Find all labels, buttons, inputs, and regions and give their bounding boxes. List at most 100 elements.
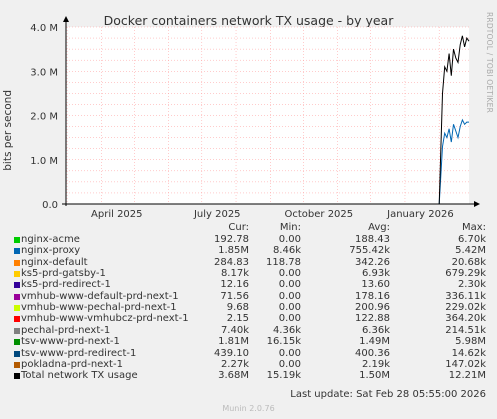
series-line-nginx-proxy: [430, 118, 469, 205]
legend-min-value: 0.00: [278, 234, 301, 245]
legend-series-name: nginx-acme: [21, 234, 80, 245]
legend-min-value: 118.78: [266, 256, 301, 268]
legend-avg-value: 342.26: [355, 256, 390, 268]
legend-swatch: [14, 361, 20, 368]
legend-max-value: 679.29k: [445, 268, 486, 280]
legend-series-name: vmhub-www-vmhubcz-prd-next-1: [21, 313, 189, 325]
legend-max-value: 6.70k: [457, 234, 486, 245]
legend-avg-value: 178.16: [355, 290, 390, 302]
legend-max-value: 214.51k: [445, 324, 486, 336]
legend-avg-value: 6.93k: [361, 268, 390, 280]
series-lines: [430, 35, 470, 205]
legend-row: nginx-proxy 1.85M 8.46k 755.42k 5.42M: [0, 245, 497, 256]
x-tick-label: January 2026: [386, 209, 454, 220]
legend-swatch: [14, 248, 20, 255]
legend-swatch: [14, 237, 20, 243]
y-tick-label: 3.0 M: [30, 67, 58, 78]
legend-row: pokladna-prd-next-1 2.27k 0.00 2.19k 147.02k: [0, 359, 497, 370]
legend-avg-value: 400.36: [355, 347, 390, 359]
legend-min-value: 8.46k: [272, 245, 301, 257]
legend-cur-value: 9.68: [226, 302, 249, 314]
legend-max-value: 2.30k: [457, 279, 486, 291]
legend-avg-value: 122.88: [355, 313, 390, 325]
x-tick-labels: April 2025 July 2025 October 2025 January 2…: [91, 209, 454, 220]
legend-cur-value: 1.81M: [218, 336, 249, 348]
legend-swatch: [14, 259, 20, 266]
legend-row: tsv-www-prd-redirect-1 439.10 0.00 400.36 14…: [0, 348, 497, 359]
legend-avg-value: 200.96: [355, 302, 390, 314]
legend-series-name: Total network TX usage: [21, 370, 138, 382]
rrdtool-credit: RRDTOOL / TOBI OETIKER: [485, 12, 494, 113]
legend-avg-value: 6.36k: [361, 324, 390, 336]
legend-swatch: [14, 339, 20, 346]
legend-swatch: [14, 350, 20, 357]
legend-max-value: 229.02k: [445, 302, 486, 314]
legend-cur-value: 1.85M: [218, 245, 249, 257]
chart-plot: 0.0 1.0 M 2.0 M 3.0 M 4.0 M April 2025 July 2…: [30, 16, 480, 220]
legend-series-name: nginx-proxy: [21, 245, 81, 257]
y-tick-label: 1.0 M: [30, 156, 58, 167]
munin-version: Munin 2.0.76: [222, 404, 275, 413]
legend-cur-value: 7.40k: [220, 324, 249, 336]
legend-row: vmhub-www-pechal-prd-next-1 9.68 0.00 200.9…: [0, 302, 497, 313]
legend-swatch: [14, 305, 20, 312]
legend-series-name: tsv-www-prd-next-1: [21, 336, 120, 348]
x-tick-label: April 2025: [91, 209, 142, 220]
legend-series-name: tsv-www-prd-redirect-1: [21, 347, 137, 359]
legend-cur-value: 8.17k: [220, 268, 249, 280]
legend-max-value: 336.11k: [445, 290, 486, 302]
legend-row: vmhub-www-default-prd-next-1 71.56 0.00 178…: [0, 291, 497, 302]
legend-avg-value: 1.49M: [359, 336, 390, 348]
legend-swatch: [14, 271, 20, 278]
legend-cur-value: 439.10: [214, 347, 249, 359]
legend-min-value: 0.00: [278, 290, 301, 302]
legend-max-value: 14.62k: [451, 347, 486, 359]
series-line-total-network-tx-usage: [430, 35, 470, 205]
legend-swatch: [14, 327, 20, 334]
legend-row: ks5-prd-redirect-1 12.16 0.00 13.60 2.30k: [0, 279, 497, 290]
legend-row: Total network TX usage 3.68M 15.19k 1.50M 12…: [0, 370, 497, 381]
x-tick-label: July 2025: [193, 209, 241, 220]
legend-row: pechal-prd-next-1 7.40k 4.36k 6.36k 214.51k: [0, 325, 497, 336]
legend-max-value: 147.02k: [445, 358, 486, 370]
legend-series-name: nginx-default: [21, 256, 88, 268]
legend-avg-value: 13.60: [361, 279, 390, 291]
legend-max-value: 20.68k: [451, 256, 486, 268]
y-axis-arrow: [63, 16, 69, 22]
legend-min-value: 0.00: [278, 302, 301, 314]
legend-avg-value: 2.19k: [361, 358, 390, 370]
legend-cur-value: 284.83: [214, 256, 249, 268]
x-tick-label: October 2025: [285, 209, 354, 220]
legend-max-value: 5.98M: [455, 336, 486, 348]
legend-min-value: 16.15k: [266, 336, 301, 348]
x-axis-arrow: [474, 201, 480, 207]
legend-row: tsv-www-prd-next-1 1.81M 16.15k 1.49M 5.98M: [0, 336, 497, 347]
legend-cur-value: 12.16: [220, 279, 249, 291]
y-tick-label: 2.0 M: [30, 112, 58, 123]
legend-row: nginx-acme 192.78 0.00 188.43 6.70k: [0, 234, 497, 245]
legend-swatch: [14, 293, 20, 300]
legend-series-name: ks5-prd-gatsby-1: [21, 268, 106, 280]
legend-swatch: [14, 316, 20, 323]
legend-header-cur: Cur:: [228, 222, 249, 233]
last-update: Last update: Sat Feb 28 05:55:00 2026: [290, 389, 486, 400]
legend-max-value: 5.42M: [455, 245, 486, 257]
legend-avg-value: 1.50M: [359, 370, 390, 382]
y-tick-labels: 0.0 1.0 M 2.0 M 3.0 M 4.0 M: [30, 23, 58, 211]
legend-series-name: pechal-prd-next-1: [21, 324, 111, 336]
legend-series-name: vmhub-www-default-prd-next-1: [21, 290, 179, 302]
legend-row: ks5-prd-gatsby-1 8.17k 0.00 6.93k 679.29k: [0, 268, 497, 279]
y-tick-label: 0.0: [42, 200, 58, 211]
legend-min-value: 4.36k: [272, 324, 301, 336]
legend-cur-value: 192.78: [214, 234, 249, 245]
legend-series-name: pokladna-prd-next-1: [21, 358, 123, 370]
legend-cur-value: 2.15: [226, 313, 249, 325]
legend-max-value: 12.21M: [448, 370, 486, 382]
chart-title: Docker containers network TX usage - by …: [103, 13, 394, 28]
legend-series-name: vmhub-www-pechal-prd-next-1: [21, 302, 177, 314]
legend-min-value: 15.19k: [266, 370, 301, 382]
legend-row: nginx-default 284.83 118.78 342.26 20.68k: [0, 257, 497, 268]
legend-cur-value: 3.68M: [218, 370, 249, 382]
grid-lines: [66, 26, 469, 205]
